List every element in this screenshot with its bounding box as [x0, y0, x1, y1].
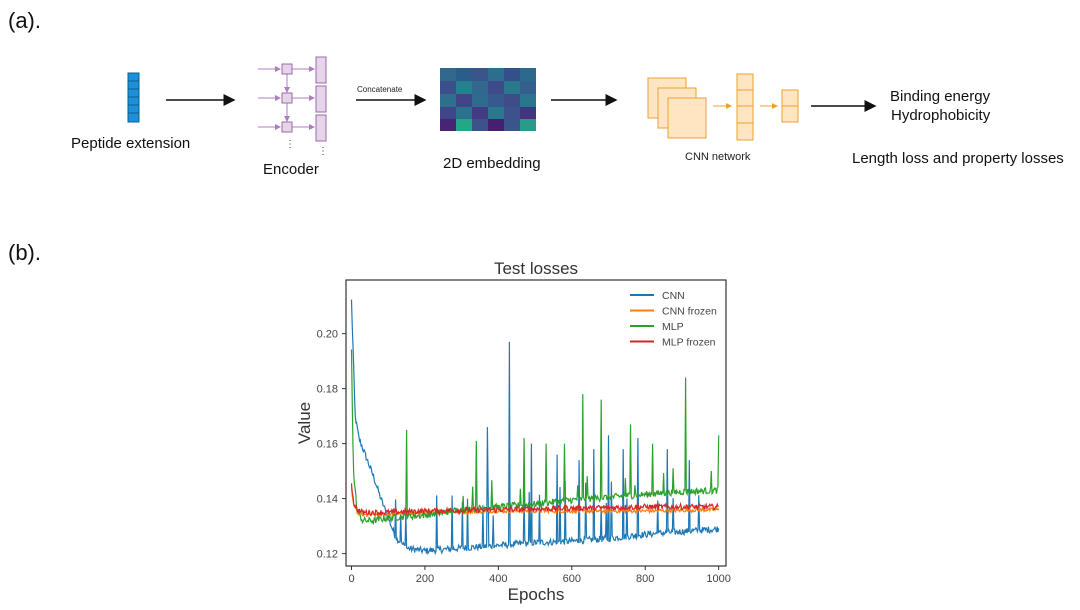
y-tick-label: 0.16 [317, 439, 338, 451]
binding-energy-label: Binding energy [890, 88, 991, 105]
series-line-mlp [350, 349, 720, 526]
y-tick-label: 0.14 [317, 494, 338, 506]
x-tick-label: 1000 [706, 573, 730, 585]
test-losses-chart: Test losses 0 200 400 600 800 1000 0.120.140.… [295, 259, 731, 604]
embedding-label: 2D embedding [443, 155, 541, 172]
cnn-network-label: CNN network [685, 151, 751, 163]
encoder-icon: ⋮ ⋮ [258, 56, 328, 157]
encoder-label: Encoder [263, 161, 319, 178]
y-tick-label: 0.12 [317, 549, 338, 561]
panel-a-label: (a). [8, 8, 41, 33]
x-tick-label: 200 [416, 573, 434, 585]
plot-lines [350, 299, 720, 556]
legend-label: CNN [662, 290, 685, 302]
losses-label: Length loss and property losses [852, 150, 1064, 167]
peptide-extension-label: Peptide extension [71, 135, 191, 152]
x-tick-label: 800 [636, 573, 654, 585]
svg-text:⋮: ⋮ [318, 146, 328, 157]
x-axis-label: Epochs [508, 585, 565, 604]
legend-label: MLP [662, 321, 684, 333]
legend-label: CNN frozen [662, 306, 717, 318]
x-tick-label: 600 [563, 573, 581, 585]
series-line-mlp-frozen [350, 483, 719, 518]
pipeline-diagram: ⋮ ⋮ [127, 56, 877, 157]
peptide-stack-icon [127, 72, 140, 123]
plot-frame [345, 279, 727, 567]
panel-b-label: (b). [8, 240, 41, 265]
embedding-heatmap-icon [440, 68, 536, 131]
cnn-network-icon [647, 73, 799, 141]
y-ticks: 0.12 0.14 0.16 0.18 0.20 [317, 329, 346, 561]
x-tick-label: 400 [489, 573, 507, 585]
chart-title: Test losses [494, 259, 578, 278]
y-tick-label: 0.18 [317, 384, 338, 396]
x-tick-label: 0 [348, 573, 354, 585]
hydrophobicity-label: Hydrophobicity [891, 107, 991, 124]
legend-label: MLP frozen [662, 337, 716, 349]
x-ticks: 0 200 400 600 800 1000 [348, 566, 731, 585]
y-tick-label: 0.20 [317, 329, 338, 341]
chart-legend: CNN CNN frozen MLP MLP frozen [630, 290, 717, 349]
svg-text:⋮: ⋮ [285, 139, 295, 150]
concatenate-label: Concatenate [357, 85, 403, 94]
y-axis-label: Value [295, 402, 314, 444]
